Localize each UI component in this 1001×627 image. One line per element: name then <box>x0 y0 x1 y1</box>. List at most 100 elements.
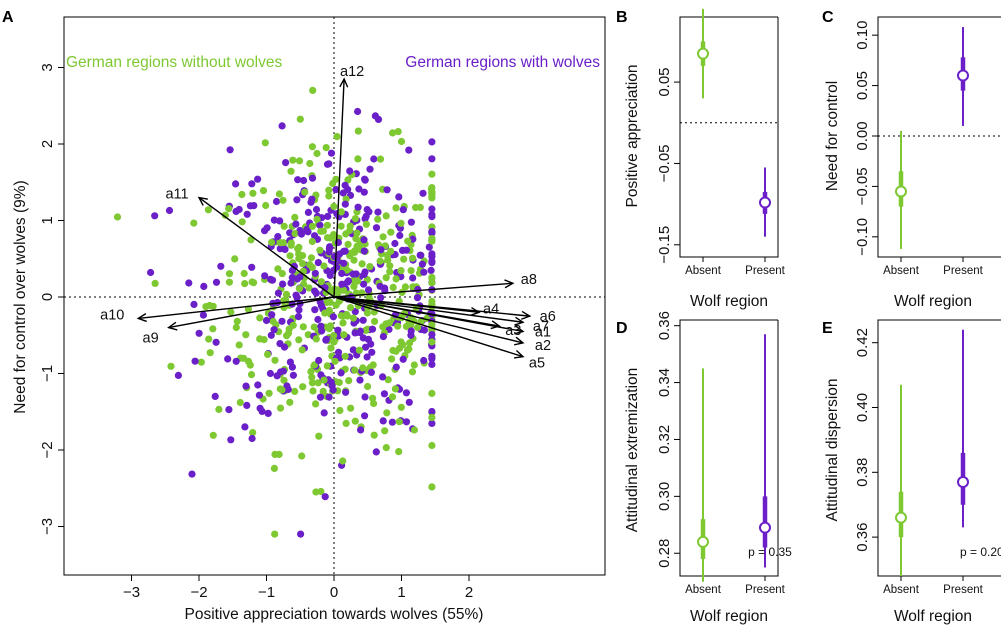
point-without-wolves <box>256 335 264 343</box>
panel-d: D 0.28 0.30 0.32 0.34 0.36 Absent Present Atti… <box>616 311 792 625</box>
point-with-wolves <box>292 291 300 299</box>
point-with-wolves <box>320 409 328 417</box>
point-with-wolves <box>363 206 371 214</box>
point-without-wolves <box>337 312 345 320</box>
point-with-wolves <box>407 327 415 335</box>
point-without-wolves <box>339 457 347 465</box>
point-with-wolves <box>355 185 363 193</box>
point-with-wolves <box>278 317 286 325</box>
point-without-wolves <box>248 278 256 286</box>
loading-label-a8: a8 <box>521 272 537 288</box>
x-tick-label-absent: Absent <box>883 265 920 277</box>
point-without-wolves <box>299 260 307 268</box>
point-without-wolves <box>244 305 252 313</box>
point-with-wolves <box>374 208 382 216</box>
a-y-tick-label: 0 <box>39 293 56 301</box>
point-without-wolves <box>344 240 352 248</box>
panel-c-y-axis-label: Need for control <box>824 81 841 191</box>
point-with-wolves <box>258 407 266 415</box>
point-with-wolves <box>428 352 436 360</box>
point-without-wolves <box>309 86 317 94</box>
point-without-wolves <box>295 254 303 263</box>
point-with-wolves <box>295 306 303 314</box>
point-without-wolves <box>308 237 316 246</box>
panel-e-y-axis-label: Attitudinal dispersion <box>824 378 841 521</box>
point-with-wolves <box>294 176 302 184</box>
point-without-wolves <box>197 358 205 366</box>
point-without-wolves <box>206 349 214 357</box>
panel-a-x-axis-label: Positive appreciation towards wolves (55… <box>185 606 484 623</box>
loading-label-a3: a3 <box>505 323 521 339</box>
point-with-wolves <box>289 371 297 379</box>
a-x-tick-label: −3 <box>123 584 140 601</box>
panel-a-letter: A <box>2 9 14 26</box>
point-with-wolves <box>402 418 411 426</box>
point-without-wolves <box>295 285 304 293</box>
point-with-wolves <box>188 470 196 478</box>
point-with-wolves <box>361 215 369 223</box>
point-with-wolves <box>340 259 348 267</box>
point-with-wolves <box>270 326 278 334</box>
point-with-wolves <box>338 269 346 278</box>
point-without-wolves <box>386 268 394 276</box>
y-tick-label: −0.05 <box>854 167 871 205</box>
point-without-wolves <box>275 190 283 198</box>
point-with-wolves <box>407 218 415 226</box>
point-with-wolves <box>328 382 336 390</box>
point-without-wolves <box>340 286 348 294</box>
loading-arrow-a3 <box>333 296 501 330</box>
point-with-wolves <box>263 224 271 232</box>
point-with-wolves <box>254 381 262 389</box>
a-y-tick-label: 3 <box>39 63 56 71</box>
point-without-wolves <box>320 262 328 270</box>
point-with-wolves <box>312 205 321 214</box>
point-with-wolves <box>308 174 317 182</box>
point-without-wolves <box>308 263 316 271</box>
point-with-wolves <box>318 327 326 335</box>
point-without-wolves <box>320 376 328 384</box>
point-without-wolves <box>240 269 248 278</box>
point-with-wolves <box>317 302 325 310</box>
point-without-wolves <box>382 212 390 220</box>
point-with-wolves <box>314 315 322 324</box>
point-without-wolves <box>366 263 374 271</box>
point-without-wolves <box>231 255 239 263</box>
point-without-wolves <box>330 202 338 210</box>
point-without-wolves <box>264 350 272 358</box>
point-with-wolves <box>399 355 407 363</box>
estimate-present <box>759 334 771 568</box>
point-without-wolves <box>405 345 413 353</box>
point-without-wolves <box>347 404 355 412</box>
point-without-wolves <box>295 336 303 344</box>
point-with-wolves <box>359 316 367 324</box>
point-without-wolves <box>306 159 314 168</box>
point-without-wolves <box>151 279 159 287</box>
loading-arrow-a9 <box>167 296 335 331</box>
point-with-wolves <box>321 493 329 501</box>
point-without-wolves <box>277 239 285 247</box>
point-with-wolves <box>288 363 296 371</box>
point-without-wolves <box>350 256 358 264</box>
point-without-wolves <box>428 274 436 282</box>
point-without-wolves <box>314 379 322 387</box>
point-without-wolves <box>428 297 436 305</box>
point-without-wolves <box>374 215 382 223</box>
estimate-absent <box>895 130 907 249</box>
legend-with-wolves: German regions with wolves <box>405 54 600 71</box>
point-without-wolves <box>349 314 357 322</box>
point-with-wolves <box>274 289 282 297</box>
point-without-wolves <box>268 238 276 246</box>
point-without-wolves <box>397 403 405 411</box>
point-with-wolves <box>334 326 342 334</box>
point-with-wolves <box>329 313 337 321</box>
point-with-wolves <box>366 165 374 173</box>
point-with-wolves <box>282 159 290 167</box>
point-without-wolves <box>305 284 313 292</box>
point-without-wolves <box>333 133 341 141</box>
point-without-wolves <box>409 254 417 262</box>
a-y-tick-label: −1 <box>39 365 56 382</box>
point-with-wolves <box>363 353 371 361</box>
y-tick-label: −0.15 <box>656 226 673 264</box>
point-without-wolves <box>291 213 299 221</box>
point-with-wolves <box>361 393 369 401</box>
